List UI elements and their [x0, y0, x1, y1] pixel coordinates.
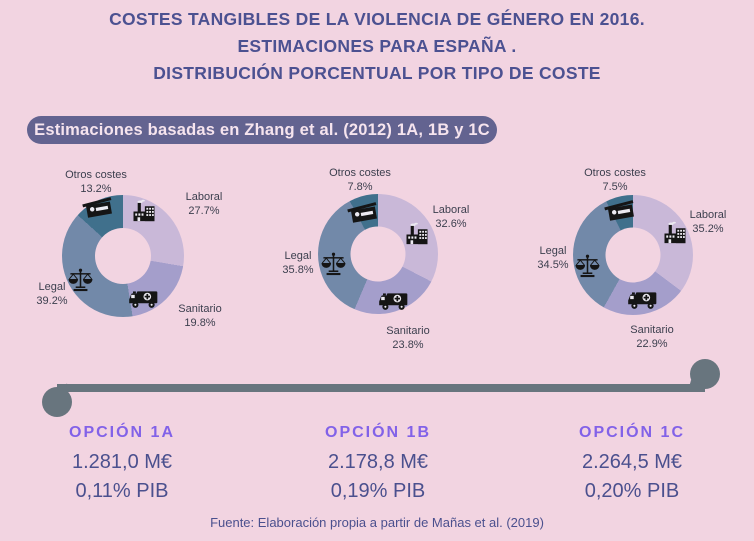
- divider-ribbon: [42, 359, 720, 417]
- donut-hole: [605, 227, 661, 283]
- label-otros-costes-1a: Otros costes 13.2%: [65, 169, 127, 195]
- ambulance-icon: [627, 289, 658, 310]
- factory-icon: [403, 222, 431, 247]
- source-attribution: Fuente: Elaboración propia a partir de M…: [210, 515, 544, 530]
- page-title: COSTES TANGIBLES DE LA VIOLENCIA DE GÉNE…: [0, 6, 754, 87]
- shelter-house-icon: [347, 199, 380, 225]
- ambulance-icon: [128, 288, 159, 309]
- factory-icon: [661, 221, 689, 246]
- title-line-2: ESTIMACIONES PARA ESPAÑA .: [237, 36, 517, 56]
- ambulance-icon: [378, 290, 409, 311]
- option-1b-amount: 2.178,8 M€: [327, 451, 429, 473]
- option-1c-label: OPCIÓN 1C: [578, 424, 686, 441]
- label-legal-1b: Legal 35.8%: [282, 250, 314, 276]
- donut-chart-1a: [62, 195, 184, 317]
- shelter-house-icon: [604, 197, 637, 223]
- label-legal-1a: Legal 39.2%: [36, 281, 68, 307]
- title-line-1: COSTES TANGIBLES DE LA VIOLENCIA DE GÉNE…: [109, 9, 645, 29]
- option-1a-amount: 1.281,0 M€: [71, 451, 173, 473]
- option-1c-pib: 0,20% PIB: [584, 480, 680, 502]
- donut-chart-1b: [318, 194, 438, 314]
- label-sanitario-1a: Sanitario 19.8%: [178, 303, 222, 329]
- subtitle-banner-text: Estimaciones basadas en Zhang et al. (20…: [34, 120, 490, 139]
- option-1b-label: OPCIÓN 1B: [324, 424, 432, 441]
- factory-icon: [130, 199, 158, 224]
- justice-scales-icon: [320, 252, 347, 277]
- label-otros-costes-1c: Otros costes 7.5%: [584, 167, 646, 193]
- shelter-house-icon: [82, 194, 115, 220]
- label-laboral-1c: Laboral 35.2%: [689, 209, 727, 235]
- option-1a-pib: 0,11% PIB: [75, 480, 169, 502]
- option-1c-amount: 2.264,5 M€: [581, 451, 683, 473]
- option-1b-pib: 0,19% PIB: [330, 480, 426, 502]
- label-otros-costes-1b: Otros costes 7.8%: [329, 167, 391, 193]
- justice-scales-icon: [574, 254, 601, 279]
- option-1a-label: OPCIÓN 1A: [68, 424, 176, 441]
- label-laboral-1a: Laboral 27.7%: [185, 191, 223, 217]
- justice-scales-icon: [67, 268, 94, 293]
- title-line-3: DISTRIBUCIÓN PORCENTUAL POR TIPO DE COST…: [153, 63, 601, 83]
- label-sanitario-1c: Sanitario 22.9%: [630, 324, 674, 350]
- donut-hole: [95, 228, 151, 284]
- subtitle-banner: Estimaciones basadas en Zhang et al. (20…: [27, 116, 497, 144]
- label-laboral-1b: Laboral 32.6%: [432, 204, 470, 230]
- label-sanitario-1b: Sanitario 23.8%: [386, 325, 430, 351]
- label-legal-1c: Legal 34.5%: [537, 245, 569, 271]
- donut-hole: [350, 226, 406, 282]
